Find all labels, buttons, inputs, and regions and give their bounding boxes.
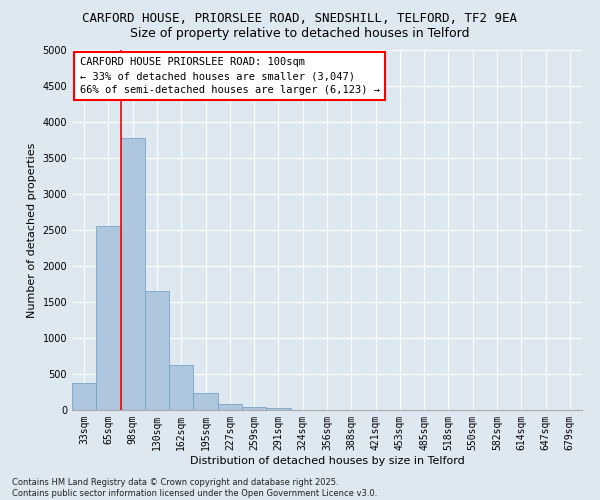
Bar: [121, 138, 145, 410]
Text: CARFORD HOUSE, PRIORSLEE ROAD, SNEDSHILL, TELFORD, TF2 9EA: CARFORD HOUSE, PRIORSLEE ROAD, SNEDSHILL…: [83, 12, 517, 26]
Bar: [72, 382, 96, 410]
Y-axis label: Number of detached properties: Number of detached properties: [27, 142, 37, 318]
Bar: [145, 291, 169, 410]
Bar: [96, 226, 121, 410]
X-axis label: Distribution of detached houses by size in Telford: Distribution of detached houses by size …: [190, 456, 464, 466]
Text: Size of property relative to detached houses in Telford: Size of property relative to detached ho…: [130, 28, 470, 40]
Bar: [169, 366, 193, 410]
Text: Contains HM Land Registry data © Crown copyright and database right 2025.
Contai: Contains HM Land Registry data © Crown c…: [12, 478, 377, 498]
Bar: [218, 404, 242, 410]
Text: CARFORD HOUSE PRIORSLEE ROAD: 100sqm
← 33% of detached houses are smaller (3,047: CARFORD HOUSE PRIORSLEE ROAD: 100sqm ← 3…: [80, 57, 380, 95]
Bar: [193, 394, 218, 410]
Bar: [242, 407, 266, 410]
Bar: [266, 408, 290, 410]
